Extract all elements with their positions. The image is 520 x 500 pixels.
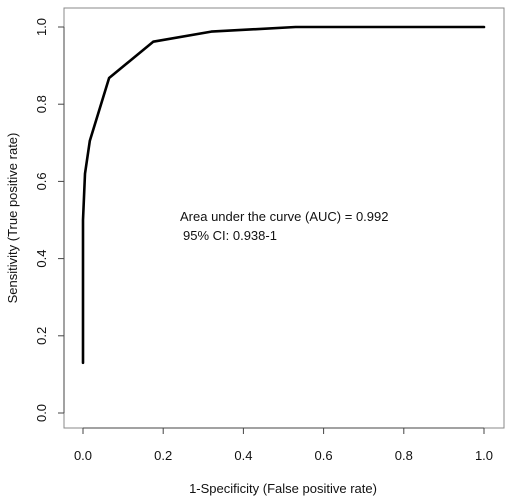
x-axis-label: 1-Specificity (False positive rate) bbox=[189, 481, 377, 496]
ci-annotation: 95% CI: 0.938-1 bbox=[183, 228, 277, 243]
x-axis: 0.0 0.2 0.4 0.6 0.8 1.0 bbox=[74, 427, 493, 463]
y-tick-label: 0.6 bbox=[34, 172, 49, 190]
y-tick-label: 0.4 bbox=[34, 250, 49, 268]
x-tick-label: 0.4 bbox=[234, 448, 252, 463]
y-tick-label: 0.8 bbox=[34, 95, 49, 113]
y-tick-label: 0.2 bbox=[34, 327, 49, 345]
x-tick-label: 0.2 bbox=[154, 448, 172, 463]
x-tick-label: 0.8 bbox=[395, 448, 413, 463]
x-tick-label: 0.6 bbox=[315, 448, 333, 463]
auc-annotation: Area under the curve (AUC) = 0.992 bbox=[180, 209, 388, 224]
y-tick-label: 1.0 bbox=[34, 18, 49, 36]
y-axis-label: Sensitivity (True positive rate) bbox=[5, 133, 20, 304]
roc-curve-line bbox=[81, 25, 486, 365]
y-tick-label: 0.0 bbox=[34, 404, 49, 422]
y-axis: 0.0 0.2 0.4 0.6 0.8 1.0 bbox=[34, 18, 65, 422]
x-tick-label: 1.0 bbox=[475, 448, 493, 463]
x-tick-label: 0.0 bbox=[74, 448, 92, 463]
